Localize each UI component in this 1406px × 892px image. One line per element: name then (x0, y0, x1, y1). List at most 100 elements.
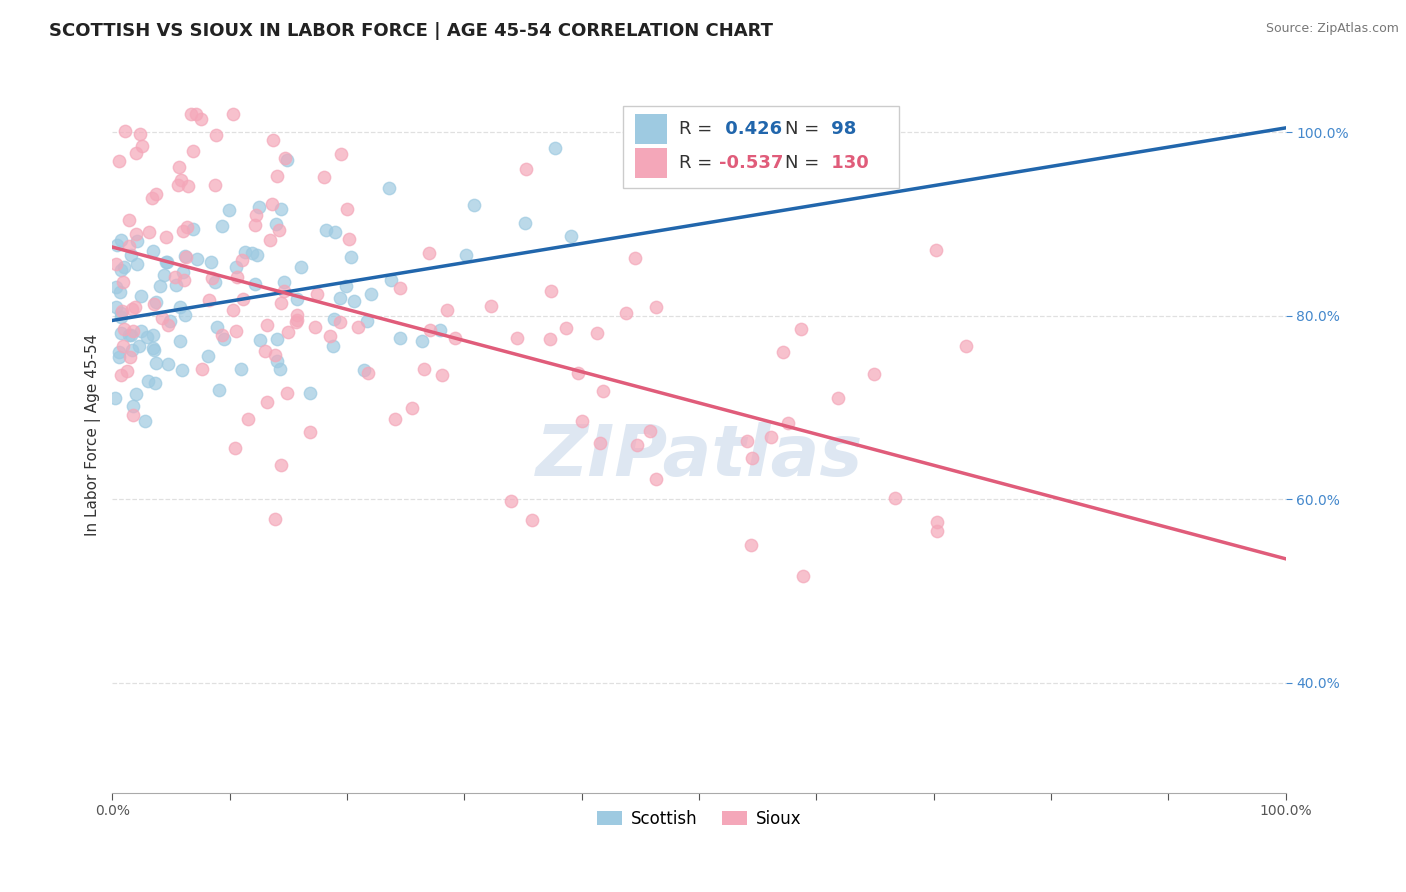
Point (638, 425, 661, 439)
Y-axis label: In Labor Force | Age 45-54: In Labor Force | Age 45-54 (86, 334, 101, 536)
Point (761, 429, 783, 443)
Point (353, 363, 375, 377)
Point (211, 328, 233, 343)
Point (128, 339, 150, 353)
Point (111, 339, 134, 353)
Point (377, 181, 399, 195)
Point (127, 234, 149, 248)
Point (273, 275, 295, 289)
Point (247, 200, 270, 214)
Point (200, 255, 222, 269)
Point (270, 202, 292, 216)
Point (245, 208, 267, 222)
Point (131, 138, 153, 153)
Point (266, 169, 288, 184)
Point (430, 368, 453, 382)
Point (120, 327, 142, 342)
Point (259, 233, 281, 247)
Point (134, 414, 156, 428)
Point (104, 392, 127, 406)
Text: 0.426: 0.426 (718, 120, 782, 138)
Point (329, 291, 352, 305)
Point (118, 239, 141, 253)
Point (110, 310, 132, 324)
Point (176, 219, 198, 234)
Point (142, 342, 165, 356)
Point (285, 293, 308, 307)
Point (142, 328, 165, 343)
Point (127, 257, 149, 271)
Point (274, 151, 297, 165)
Point (463, 197, 485, 211)
Point (236, 412, 259, 426)
Point (173, 308, 195, 322)
Point (170, 173, 193, 187)
Point (201, 271, 224, 285)
Point (172, 224, 194, 238)
Point (418, 245, 440, 260)
Point (145, 186, 167, 201)
Point (315, 223, 337, 237)
Point (142, 244, 165, 258)
Point (356, 314, 378, 328)
Point (340, 250, 363, 264)
Point (925, 243, 948, 257)
Point (224, 441, 246, 455)
Point (108, 345, 131, 359)
Point (190, 112, 212, 127)
Bar (634, 114, 668, 144)
Point (776, 416, 799, 430)
Point (181, 144, 204, 158)
Point (544, 141, 567, 155)
Point (120, 248, 142, 262)
Point (299, 385, 322, 400)
Point (273, 285, 295, 299)
Point (176, 179, 198, 194)
Point (204, 178, 226, 193)
Point (347, 320, 370, 334)
Point (323, 225, 346, 239)
Point (401, 401, 423, 416)
Point (110, 285, 132, 299)
Point (260, 196, 283, 211)
Point (108, 153, 131, 168)
Point (226, 269, 249, 284)
Point (243, 219, 266, 233)
Point (645, 472, 668, 486)
Point (125, 146, 148, 161)
Point (571, 413, 593, 427)
Point (138, 225, 160, 239)
Point (256, 395, 278, 409)
Point (167, 160, 190, 174)
Point (614, 306, 637, 320)
Point (165, 278, 187, 293)
Point (384, 411, 406, 425)
Point (444, 331, 467, 345)
Point (157, 318, 180, 332)
Point (208, 383, 231, 397)
Point (179, 107, 201, 121)
Point (624, 251, 647, 265)
Point (772, 345, 794, 359)
Point (207, 320, 229, 334)
Point (105, 237, 128, 252)
Point (264, 217, 287, 231)
Point (135, 330, 157, 344)
Point (262, 133, 284, 147)
Point (792, 569, 814, 583)
Text: 130: 130 (825, 154, 869, 172)
Point (264, 348, 287, 362)
Point (689, 153, 711, 168)
FancyBboxPatch shape (623, 106, 898, 188)
Point (169, 300, 191, 314)
Point (141, 191, 163, 205)
Point (122, 399, 145, 413)
Point (343, 293, 366, 308)
Point (499, 494, 522, 508)
Point (117, 364, 139, 378)
Point (304, 320, 326, 334)
Point (121, 343, 143, 358)
Point (266, 332, 288, 346)
Point (884, 491, 907, 505)
Point (204, 275, 226, 289)
